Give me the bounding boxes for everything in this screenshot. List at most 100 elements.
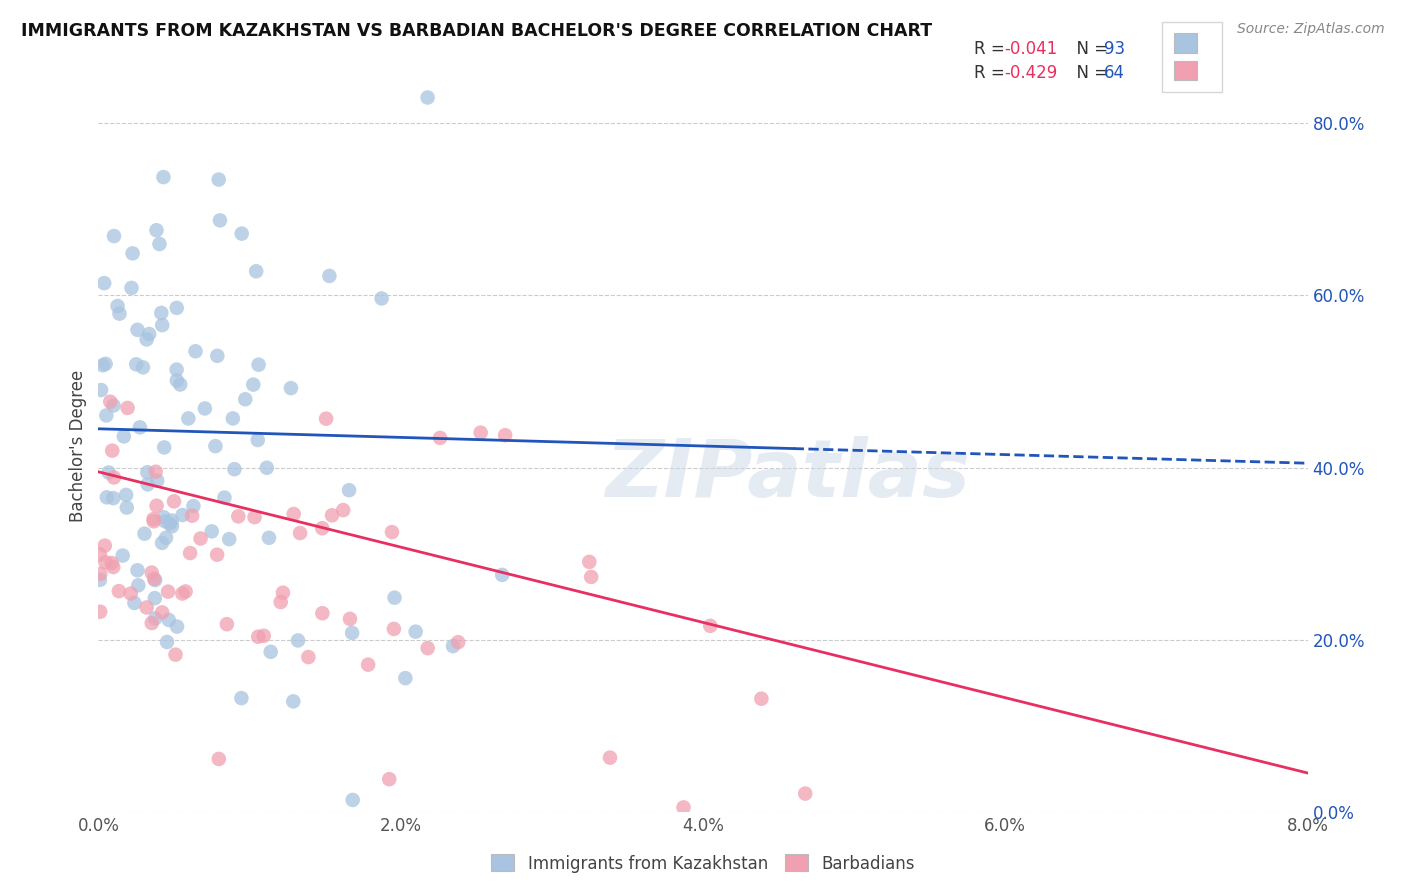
Point [283, 694, 305, 708]
Point [172, 508, 194, 522]
Point [578, 555, 600, 569]
Point [166, 301, 188, 315]
Point [247, 358, 270, 372]
Text: -0.429: -0.429 [1004, 64, 1057, 82]
Point [174, 584, 197, 599]
Point [108, 307, 131, 321]
Point [208, 172, 231, 186]
Point [207, 349, 229, 363]
Point [315, 411, 337, 425]
Point [103, 560, 125, 574]
Point [136, 477, 159, 491]
Point [177, 411, 200, 425]
Point [231, 691, 253, 706]
Point [172, 586, 194, 600]
Point [201, 524, 224, 539]
Point [378, 772, 401, 786]
Point [157, 584, 180, 599]
Point [103, 229, 125, 244]
Point [117, 401, 139, 415]
Point [148, 237, 170, 252]
Point [91, 359, 114, 373]
Point [243, 510, 266, 524]
Point [127, 563, 149, 577]
Point [132, 360, 155, 375]
Point [184, 344, 207, 359]
Point [245, 264, 267, 278]
Y-axis label: Bachelor's Degree: Bachelor's Degree [69, 370, 87, 522]
Text: Source: ZipAtlas.com: Source: ZipAtlas.com [1237, 22, 1385, 37]
Point [163, 494, 186, 508]
Point [120, 586, 142, 600]
Point [93, 276, 115, 290]
Point [231, 227, 253, 241]
Point [136, 465, 159, 479]
Point [138, 326, 160, 341]
Point [107, 299, 129, 313]
Point [599, 750, 621, 764]
Point [253, 629, 276, 643]
Text: N =: N = [1066, 40, 1114, 58]
Point [311, 521, 333, 535]
Point [141, 566, 163, 580]
Point [153, 441, 176, 455]
Point [157, 613, 180, 627]
Point [340, 626, 363, 640]
Point [405, 624, 427, 639]
Point [321, 508, 343, 523]
Point [150, 536, 173, 550]
Point [190, 532, 212, 546]
Point [101, 443, 124, 458]
Point [447, 635, 470, 649]
Point [165, 648, 187, 662]
Point [222, 411, 245, 425]
Point [142, 512, 165, 526]
Point [394, 671, 416, 685]
Point [204, 439, 226, 453]
Point [494, 428, 516, 442]
Point [247, 630, 270, 644]
Point [337, 483, 360, 498]
Point [152, 510, 174, 524]
Point [125, 357, 148, 371]
Point [142, 514, 165, 528]
Point [280, 381, 302, 395]
Point [441, 639, 464, 653]
Point [159, 516, 181, 531]
Point [751, 691, 773, 706]
Point [384, 591, 406, 605]
Point [143, 572, 166, 586]
Point [370, 292, 392, 306]
Point [318, 268, 340, 283]
Point [218, 532, 240, 546]
Point [297, 650, 319, 665]
Point [311, 606, 333, 620]
Point [124, 596, 146, 610]
Text: N =: N = [1066, 64, 1114, 82]
Point [382, 622, 405, 636]
Point [215, 617, 238, 632]
Point [357, 657, 380, 672]
Point [470, 425, 492, 440]
Point [96, 491, 118, 505]
Point [260, 645, 283, 659]
Point [90, 383, 112, 397]
Point [342, 793, 364, 807]
Point [491, 567, 513, 582]
Legend: Immigrants from Kazakhstan, Barbadians: Immigrants from Kazakhstan, Barbadians [485, 847, 921, 880]
Point [134, 526, 156, 541]
Point [146, 474, 169, 488]
Point [233, 392, 256, 407]
Point [150, 606, 173, 620]
Point [169, 377, 191, 392]
Point [89, 573, 111, 587]
Point [283, 507, 305, 521]
Point [103, 399, 125, 413]
Point [111, 549, 134, 563]
Point [194, 401, 217, 416]
Point [288, 526, 311, 541]
Text: R =: R = [974, 40, 1011, 58]
Point [112, 429, 135, 443]
Point [208, 213, 231, 227]
Point [145, 499, 167, 513]
